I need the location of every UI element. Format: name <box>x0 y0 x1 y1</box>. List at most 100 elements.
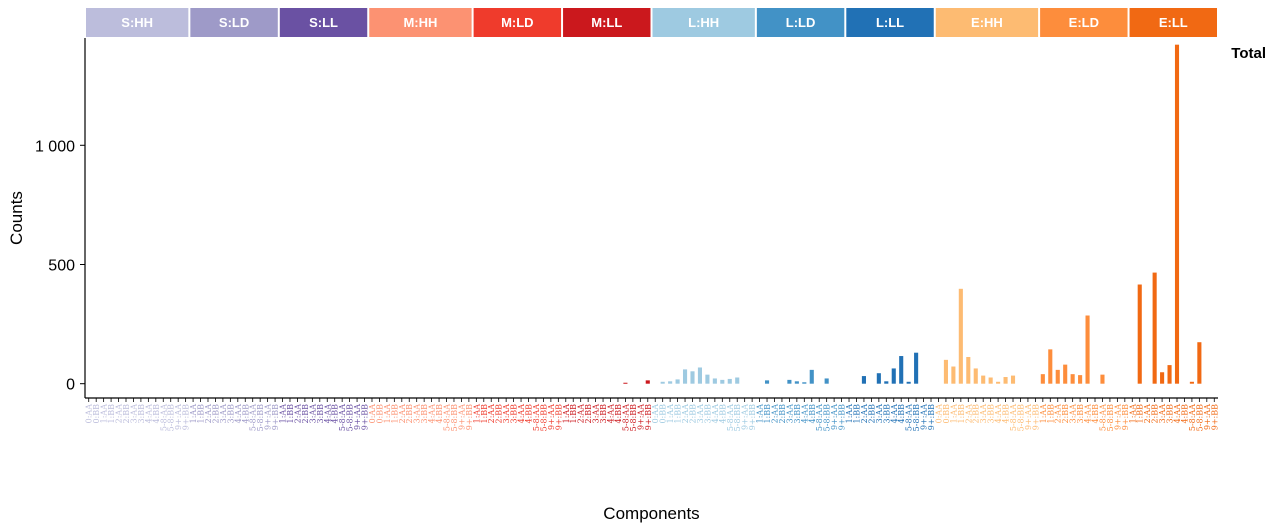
x-tick-label: 1:AA <box>472 404 481 424</box>
y-tick-label: 1 000 <box>35 138 75 155</box>
x-tick-label: 9+:BB <box>361 404 370 430</box>
bar <box>899 356 904 384</box>
bar <box>660 381 665 384</box>
x-tick-label: 9+:AA <box>830 404 839 430</box>
bar <box>951 366 956 384</box>
x-tick-label: 3:BB <box>1166 404 1175 424</box>
x-tick-label: 5-8:BB <box>912 404 921 431</box>
x-tick-label: 3:AA <box>785 404 794 424</box>
bar <box>1100 374 1105 384</box>
x-tick-label: 9+:AA <box>1113 404 1122 430</box>
x-tick-label: 9+:AA <box>636 404 645 430</box>
x-tick-label: 1:AA <box>666 404 675 424</box>
x-tick-label: 5-8:BB <box>167 404 176 431</box>
bar <box>682 369 688 384</box>
x-tick-label: 5-8:BB <box>1016 404 1025 431</box>
x-tick-label: 9+:AA <box>1024 404 1033 430</box>
bar <box>794 381 799 384</box>
bar <box>1078 375 1083 384</box>
x-tick-label: 3:AA <box>979 404 988 424</box>
strip-label: E:HH <box>971 15 1003 30</box>
x-tick-label: 5-8:AA <box>443 404 452 431</box>
strip-label: M:HH <box>403 15 437 30</box>
bar <box>988 377 993 384</box>
bar <box>705 374 710 384</box>
x-tick-label: 3:AA <box>696 404 705 424</box>
x-tick-label: 4:BB <box>1002 404 1011 424</box>
x-tick-label: 1:AA <box>279 404 288 424</box>
bar <box>735 377 740 384</box>
x-axis-title: Components <box>603 504 699 523</box>
x-tick-label: 2:AA <box>577 404 586 424</box>
x-tick-label: 2:AA <box>398 404 407 424</box>
bar <box>668 381 673 384</box>
bar <box>1137 284 1142 384</box>
x-tick-label: 2:BB <box>301 404 310 424</box>
bar <box>787 379 792 384</box>
x-tick-label: 2:AA <box>964 404 973 424</box>
x-tick-label: 9+:BB <box>1210 404 1219 430</box>
x-tick-label: 4:AA <box>144 404 153 424</box>
x-tick-label: 5-8:BB <box>539 404 548 431</box>
x-tick-label: 3:BB <box>1076 404 1085 424</box>
strip-s-ld <box>190 8 278 37</box>
x-tick-label: 5-8:BB <box>450 404 459 431</box>
x-tick-label: 4:AA <box>890 404 899 424</box>
x-tick-label: 2:AA <box>770 404 779 424</box>
x-tick-label: 2:AA <box>1054 404 1063 424</box>
x-tick-label: 1:BB <box>852 404 861 424</box>
x-tick-label: 4:AA <box>1173 404 1182 424</box>
x-tick-label: 5-8:AA <box>905 404 914 431</box>
bar <box>1085 315 1090 384</box>
strip-s-hh <box>86 8 189 37</box>
x-tick-label: 3:AA <box>592 404 601 424</box>
x-tick-label: 9+:AA <box>1203 404 1212 430</box>
x-tick-label: 5-8:AA <box>249 404 258 431</box>
x-tick-label: 4:BB <box>897 404 906 424</box>
x-tick-label: 4:AA <box>607 404 616 424</box>
x-tick-label: 5-8:AA <box>1188 404 1197 431</box>
bar <box>1189 381 1194 384</box>
x-tick-label: 4:AA <box>517 404 526 424</box>
bar <box>809 369 814 384</box>
x-tick-label: 1:BB <box>286 404 295 424</box>
x-tick-label: 3:BB <box>703 404 712 424</box>
x-tick-label: 3:BB <box>793 404 802 424</box>
x-tick-label: 1:AA <box>383 404 392 424</box>
x-tick-label: 5-8:BB <box>629 404 638 431</box>
x-tick-label: 4:BB <box>808 404 817 424</box>
x-tick-label: 1:AA <box>845 404 854 424</box>
x-tick-label: 9+:BB <box>554 404 563 430</box>
x-tick-label: 5-8:AA <box>726 404 735 431</box>
x-tick-label: 4:AA <box>323 404 332 424</box>
x-tick-label: 2:BB <box>1061 404 1070 424</box>
strip-m-ll <box>563 8 651 37</box>
x-tick-label: 9+:AA <box>741 404 750 430</box>
y-tick-label: 0 <box>66 377 75 394</box>
x-tick-label: 1:BB <box>1136 404 1145 424</box>
x-tick-label: 9+:BB <box>465 404 474 430</box>
x-tick-label: 4:BB <box>241 404 250 424</box>
strip-l-hh <box>652 8 755 37</box>
bar <box>1040 374 1045 384</box>
x-tick-label: 3:AA <box>1069 404 1078 424</box>
x-tick-label: 3:AA <box>502 404 511 424</box>
bar <box>623 382 628 384</box>
x-tick-label: 0:AA <box>85 404 94 424</box>
x-tick-label: 2:AA <box>860 404 869 424</box>
x-tick-label: 1:BB <box>1046 404 1055 424</box>
strip-label: L:HH <box>688 15 719 30</box>
strip-s-ll <box>279 8 368 37</box>
x-tick-label: 2:AA <box>681 404 690 424</box>
strip-l-ll <box>846 8 934 37</box>
x-tick-label: 4:AA <box>994 404 1003 424</box>
x-tick-label: 2:AA <box>115 404 124 424</box>
x-tick-label: 4:BB <box>152 404 161 424</box>
x-tick-label: 5-8:AA <box>815 404 824 431</box>
x-tick-label: 9+:AA <box>353 404 362 430</box>
x-tick-label: 3:BB <box>226 404 235 424</box>
x-tick-label: 2:AA <box>204 404 213 424</box>
x-tick-label: 9+:AA <box>547 404 556 430</box>
strip-label: L:LD <box>786 15 816 30</box>
